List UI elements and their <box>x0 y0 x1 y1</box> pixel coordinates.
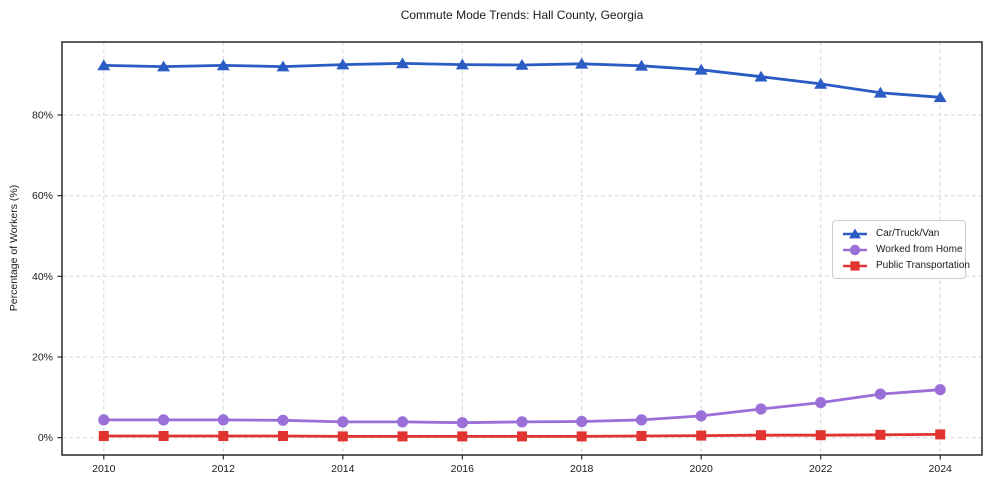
legend-label: Worked from Home <box>876 244 963 255</box>
triangle-marker-icon <box>843 228 867 238</box>
svg-text:60%: 60% <box>32 190 53 202</box>
svg-text:20%: 20% <box>32 352 53 364</box>
svg-text:2016: 2016 <box>451 463 475 475</box>
svg-text:2018: 2018 <box>570 463 594 475</box>
svg-text:2022: 2022 <box>809 463 833 475</box>
svg-text:2010: 2010 <box>92 463 116 475</box>
legend-item-worked-from-home: Worked from Home <box>841 243 963 256</box>
legend-label: Public Transportation <box>876 260 970 271</box>
chart-title: Commute Mode Trends: Hall County, Georgi… <box>400 8 644 22</box>
legend-label: Car/Truck/Van <box>876 228 940 239</box>
legend: Car/Truck/Van Worked from Home Public Tr… <box>832 220 970 279</box>
svg-text:2020: 2020 <box>690 463 714 475</box>
square-marker-icon <box>843 260 867 271</box>
legend-item-public-transportation: Public Transportation <box>841 259 970 272</box>
svg-text:2012: 2012 <box>212 463 236 475</box>
svg-text:2014: 2014 <box>331 463 355 475</box>
svg-text:80%: 80% <box>32 110 53 122</box>
svg-text:40%: 40% <box>32 271 53 283</box>
circle-marker-icon <box>843 244 867 255</box>
svg-text:0%: 0% <box>38 432 53 444</box>
svg-text:2024: 2024 <box>929 463 953 475</box>
legend-item-car-truck-van: Car/Truck/Van <box>841 227 957 240</box>
